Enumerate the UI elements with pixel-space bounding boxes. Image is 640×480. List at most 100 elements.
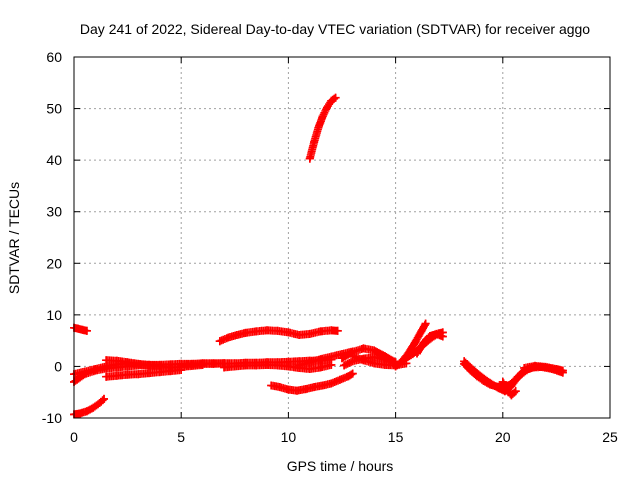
series-arc-12: [305, 93, 340, 163]
y-tick-label: 0: [54, 358, 62, 374]
data-point: [275, 383, 284, 392]
data-point: [241, 328, 250, 337]
data-point: [314, 123, 323, 132]
data-point: [123, 370, 132, 379]
data-point: [301, 385, 310, 394]
data-point: [295, 361, 304, 370]
x-tick-label: 25: [602, 429, 618, 445]
series-arc-6: [102, 356, 164, 370]
data-point: [327, 379, 336, 388]
data-point: [215, 337, 224, 346]
data-point: [112, 371, 121, 380]
series-arc-8: [220, 360, 336, 374]
data-point: [327, 352, 336, 361]
y-tick-label: 60: [46, 49, 62, 65]
series-arc-5: [102, 366, 186, 381]
data-point: [134, 370, 143, 379]
data-point: [89, 403, 98, 412]
data-point: [209, 359, 218, 368]
data-point: [410, 338, 419, 347]
data-point: [541, 362, 550, 371]
data-point: [552, 365, 561, 374]
series-arc-2: [70, 394, 109, 419]
y-tick-label: 20: [46, 255, 62, 271]
y-tick-label: 40: [46, 152, 62, 168]
data-point: [513, 372, 522, 381]
data-point: [333, 326, 342, 335]
x-tick-label: 0: [70, 429, 78, 445]
plot-frame: [73, 56, 611, 419]
data-point: [327, 96, 336, 105]
data-point: [284, 385, 293, 394]
data-point: [485, 378, 494, 387]
data-point: [316, 363, 325, 372]
x-axis-label: GPS time / hours: [287, 458, 394, 474]
data-point: [402, 354, 411, 363]
data-point: [198, 359, 207, 368]
data-point: [76, 409, 85, 418]
data-point: [166, 367, 175, 376]
data-point: [425, 332, 434, 341]
x-tick-label: 20: [495, 429, 511, 445]
chart-title: Day 241 of 2022, Sidereal Day-to-day VTE…: [80, 21, 590, 37]
data-point: [310, 138, 319, 147]
data-point: [145, 369, 154, 378]
series-arc-10: [267, 369, 357, 395]
y-tick-label: 50: [46, 101, 62, 117]
series-arc-21: [498, 377, 520, 400]
data-point: [503, 385, 512, 394]
data-point: [177, 360, 186, 369]
data-point: [460, 357, 469, 366]
data-point: [230, 362, 239, 371]
data-point: [284, 328, 293, 337]
data-point: [295, 330, 304, 339]
series-layer: [70, 93, 567, 419]
data-point: [134, 359, 143, 368]
data-point: [558, 366, 567, 375]
data-point: [224, 333, 233, 342]
data-point: [316, 355, 325, 364]
data-point: [305, 154, 314, 163]
data-point: [468, 365, 477, 374]
data-point: [316, 327, 325, 336]
data-point: [511, 387, 520, 396]
data-point: [273, 326, 282, 335]
data-point: [380, 360, 389, 369]
series-arc-9: [215, 326, 342, 346]
data-point: [438, 332, 447, 341]
data-point: [348, 352, 357, 361]
data-markers: [305, 93, 340, 163]
data-point: [359, 344, 368, 353]
x-tick-label: 5: [177, 429, 185, 445]
data-point: [155, 361, 164, 370]
data-point: [327, 360, 336, 369]
data-point: [507, 391, 516, 400]
data-point: [82, 407, 91, 416]
series-arc-22: [520, 361, 567, 375]
data-point: [80, 367, 89, 376]
data-point: [322, 103, 331, 112]
data-point: [232, 330, 241, 339]
data-point: [344, 372, 353, 381]
data-point: [102, 372, 111, 381]
data-point: [82, 326, 91, 335]
y-tick-label: 30: [46, 204, 62, 220]
data-point: [310, 383, 319, 392]
data-point: [340, 361, 349, 370]
data-point: [305, 358, 314, 367]
series-arc-1: [70, 323, 91, 335]
data-point: [318, 112, 327, 121]
data-point: [520, 363, 529, 372]
data-point: [292, 386, 301, 395]
data-markers: [267, 369, 357, 395]
data-point: [413, 349, 422, 358]
data-point: [318, 381, 327, 390]
data-point: [252, 327, 261, 336]
data-point: [252, 361, 261, 370]
data-point: [74, 324, 83, 333]
data-point: [284, 362, 293, 371]
data-point: [102, 356, 111, 365]
data-point: [187, 360, 196, 369]
data-point: [338, 354, 346, 363]
